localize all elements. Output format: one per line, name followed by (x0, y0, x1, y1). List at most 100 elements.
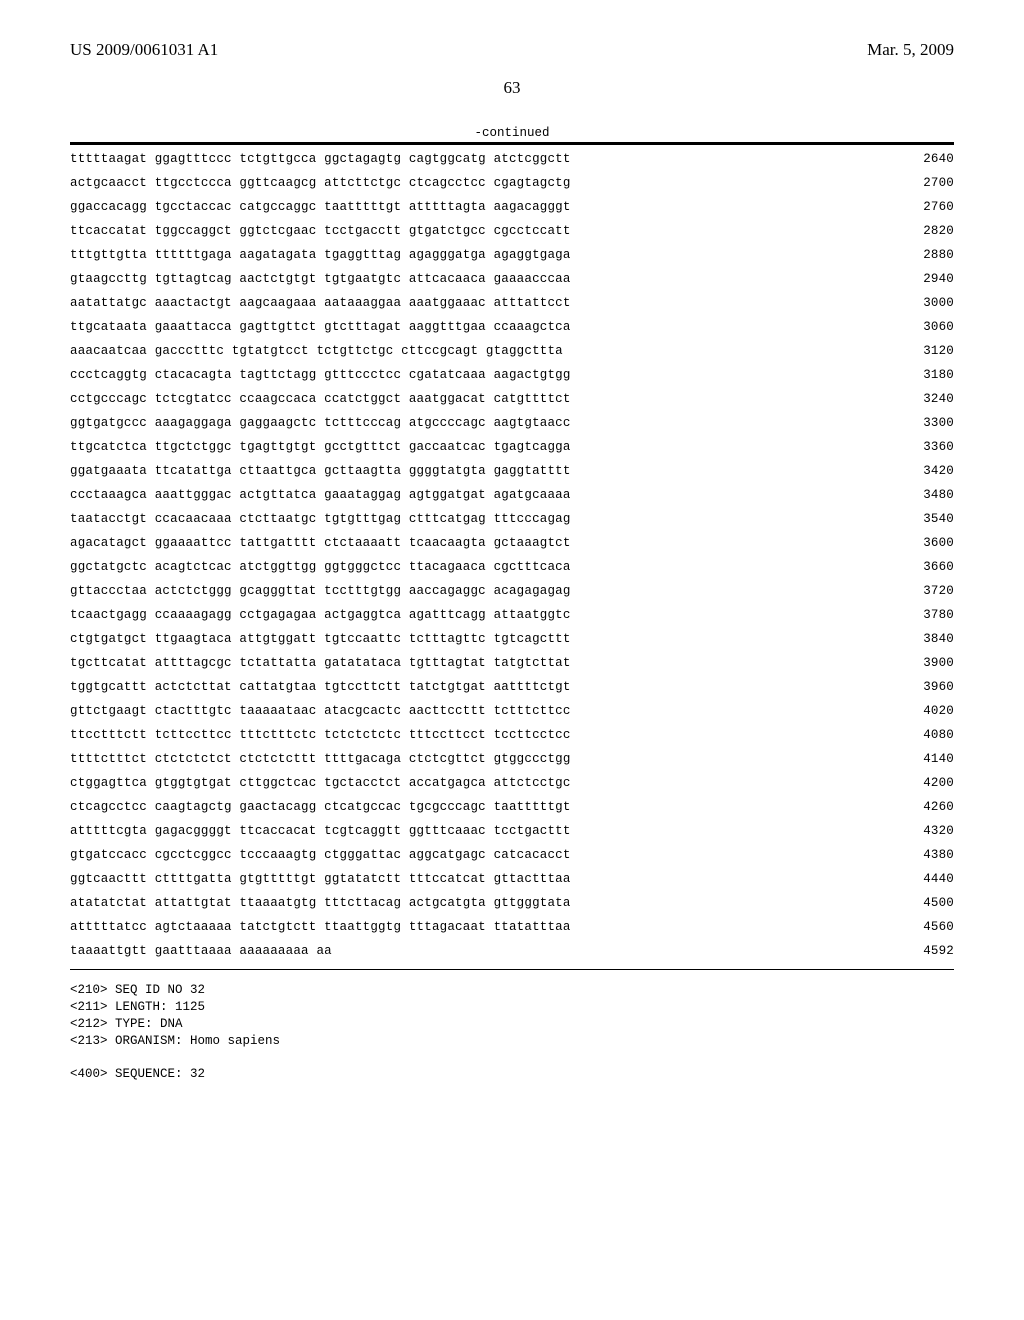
sequence-position: 4140 (874, 753, 954, 766)
sequence-row: ccctaaagca aaattgggac actgttatca gaaatag… (70, 489, 954, 502)
sequence-text: gttctgaagt ctactttgtc taaaaataac atacgca… (70, 705, 571, 718)
page-header: US 2009/0061031 A1 Mar. 5, 2009 (70, 40, 954, 60)
sequence-text: ggctatgctc acagtctcac atctggttgg ggtgggc… (70, 561, 571, 574)
sequence-row: aatattatgc aaactactgt aagcaagaaa aataaag… (70, 297, 954, 310)
sequence-position: 4020 (874, 705, 954, 718)
sequence-text: ctggagttca gtggtgtgat cttggctcac tgctacc… (70, 777, 571, 790)
sequence-text: ctcagcctcc caagtagctg gaactacagg ctcatgc… (70, 801, 571, 814)
sequence-row: ttttctttct ctctctctct ctctctcttt ttttgac… (70, 753, 954, 766)
sequence-text: aaacaatcaa gaccctttc tgtatgtcct tctgttct… (70, 345, 563, 358)
sequence-text: agacatagct ggaaaattcc tattgatttt ctctaaa… (70, 537, 571, 550)
sequence-text: ctgtgatgct ttgaagtaca attgtggatt tgtccaa… (70, 633, 571, 646)
sequence-position: 3660 (874, 561, 954, 574)
sequence-position: 4320 (874, 825, 954, 838)
sequence-position: 3840 (874, 633, 954, 646)
sequence-row: tgcttcatat attttagcgc tctattatta gatatat… (70, 657, 954, 670)
sequence-text: ttgcataata gaaattacca gagttgttct gtcttta… (70, 321, 571, 334)
sequence-text: aatattatgc aaactactgt aagcaagaaa aataaag… (70, 297, 571, 310)
sequence-position: 4200 (874, 777, 954, 790)
sequence-row: taatacctgt ccacaacaaa ctcttaatgc tgtgttt… (70, 513, 954, 526)
sequence-position: 2820 (874, 225, 954, 238)
sequence-position: 3060 (874, 321, 954, 334)
sequence-position: 4500 (874, 897, 954, 910)
sequence-row: ttcctttctt tcttccttcc tttctttctc tctctct… (70, 729, 954, 742)
sequence-position: 3960 (874, 681, 954, 694)
sequence-position: 3000 (874, 297, 954, 310)
sequence-text: tcaactgagg ccaaaagagg cctgagagaa actgagg… (70, 609, 571, 622)
sequence-row: gttaccctaa actctctggg gcagggttat tcctttg… (70, 585, 954, 598)
sequence-text: tttttaagat ggagtttccc tctgttgcca ggctaga… (70, 153, 571, 166)
sequence-text: gttaccctaa actctctggg gcagggttat tcctttg… (70, 585, 571, 598)
publication-number: US 2009/0061031 A1 (70, 40, 218, 60)
sequence-text: tggtgcattt actctcttat cattatgtaa tgtcctt… (70, 681, 571, 694)
sequence-position: 4592 (874, 945, 954, 958)
publication-date: Mar. 5, 2009 (867, 40, 954, 60)
sequence-position: 4380 (874, 849, 954, 862)
sequence-text: gtaagccttg tgttagtcag aactctgtgt tgtgaat… (70, 273, 571, 286)
sequence-row: ccctcaggtg ctacacagta tagttctagg gtttccc… (70, 369, 954, 382)
sequence-text: ttttctttct ctctctctct ctctctcttt ttttgac… (70, 753, 571, 766)
sequence-row: tggtgcattt actctcttat cattatgtaa tgtcctt… (70, 681, 954, 694)
top-rule (70, 142, 954, 145)
sequence-position: 3240 (874, 393, 954, 406)
sequence-position: 3360 (874, 441, 954, 454)
sequence-row: ggtcaacttt cttttgatta gtgtttttgt ggtatat… (70, 873, 954, 886)
sequence-text: taatacctgt ccacaacaaa ctcttaatgc tgtgttt… (70, 513, 571, 526)
sequence-position: 4080 (874, 729, 954, 742)
sequence-position: 4260 (874, 801, 954, 814)
sequence-listing: tttttaagat ggagtttccc tctgttgcca ggctaga… (70, 153, 954, 958)
sequence-position: 2640 (874, 153, 954, 166)
sequence-text: atatatctat attattgtat ttaaaatgtg tttctta… (70, 897, 571, 910)
sequence-row: ctggagttca gtggtgtgat cttggctcac tgctacc… (70, 777, 954, 790)
sequence-row: atttttcgta gagacggggt ttcaccacat tcgtcag… (70, 825, 954, 838)
sequence-position: 3480 (874, 489, 954, 502)
sequence-position: 3420 (874, 465, 954, 478)
sequence-text: cctgcccagc tctcgtatcc ccaagccaca ccatctg… (70, 393, 571, 406)
sequence-row: ggtgatgccc aaagaggaga gaggaagctc tctttcc… (70, 417, 954, 430)
sequence-position: 2760 (874, 201, 954, 214)
sequence-text: taaaattgtt gaatttaaaa aaaaaaaaa aa (70, 945, 332, 958)
sequence-text: atttttatcc agtctaaaaa tatctgtctt ttaattg… (70, 921, 571, 934)
sequence-row: ctcagcctcc caagtagctg gaactacagg ctcatgc… (70, 801, 954, 814)
sequence-row: cctgcccagc tctcgtatcc ccaagccaca ccatctg… (70, 393, 954, 406)
sequence-row: agacatagct ggaaaattcc tattgatttt ctctaaa… (70, 537, 954, 550)
page-container: US 2009/0061031 A1 Mar. 5, 2009 63 -cont… (0, 0, 1024, 1123)
sequence-position: 4560 (874, 921, 954, 934)
sequence-text: ttgcatctca ttgctctggc tgagttgtgt gcctgtt… (70, 441, 571, 454)
sequence-text: tgcttcatat attttagcgc tctattatta gatatat… (70, 657, 571, 670)
sequence-text: ggtgatgccc aaagaggaga gaggaagctc tctttcc… (70, 417, 571, 430)
sequence-row: gtgatccacc cgcctcggcc tcccaaagtg ctgggat… (70, 849, 954, 862)
sequence-row: ttcaccatat tggccaggct ggtctcgaac tcctgac… (70, 225, 954, 238)
continued-label: -continued (70, 126, 954, 140)
sequence-row: atatatctat attattgtat ttaaaatgtg tttctta… (70, 897, 954, 910)
page-number: 63 (70, 78, 954, 98)
sequence-text: ccctaaagca aaattgggac actgttatca gaaatag… (70, 489, 571, 502)
sequence-row: tcaactgagg ccaaaagagg cctgagagaa actgagg… (70, 609, 954, 622)
bottom-rule (70, 969, 954, 970)
sequence-position: 3300 (874, 417, 954, 430)
sequence-text: ttcctttctt tcttccttcc tttctttctc tctctct… (70, 729, 571, 742)
sequence-row: ggatgaaata ttcatattga cttaattgca gcttaag… (70, 465, 954, 478)
sequence-row: aaacaatcaa gaccctttc tgtatgtcct tctgttct… (70, 345, 954, 358)
sequence-position: 2940 (874, 273, 954, 286)
sequence-position: 3780 (874, 609, 954, 622)
sequence-position: 3900 (874, 657, 954, 670)
sequence-row: taaaattgtt gaatttaaaa aaaaaaaaa aa 4592 (70, 945, 954, 958)
sequence-row: gtaagccttg tgttagtcag aactctgtgt tgtgaat… (70, 273, 954, 286)
sequence-text: atttttcgta gagacggggt ttcaccacat tcgtcag… (70, 825, 571, 838)
sequence-text: ggtcaacttt cttttgatta gtgtttttgt ggtatat… (70, 873, 571, 886)
sequence-text: gtgatccacc cgcctcggcc tcccaaagtg ctgggat… (70, 849, 571, 862)
sequence-row: tttgttgtta ttttttgaga aagatagata tgaggtt… (70, 249, 954, 262)
sequence-text: tttgttgtta ttttttgaga aagatagata tgaggtt… (70, 249, 571, 262)
sequence-position: 2880 (874, 249, 954, 262)
sequence-text: ttcaccatat tggccaggct ggtctcgaac tcctgac… (70, 225, 571, 238)
sequence-position: 3600 (874, 537, 954, 550)
sequence-row: atttttatcc agtctaaaaa tatctgtctt ttaattg… (70, 921, 954, 934)
sequence-row: ggctatgctc acagtctcac atctggttgg ggtgggc… (70, 561, 954, 574)
sequence-text: ggaccacagg tgcctaccac catgccaggc taatttt… (70, 201, 571, 214)
sequence-text: actgcaacct ttgcctccca ggttcaagcg attcttc… (70, 177, 571, 190)
sequence-position: 3120 (874, 345, 954, 358)
sequence-row: actgcaacct ttgcctccca ggttcaagcg attcttc… (70, 177, 954, 190)
sequence-text: ggatgaaata ttcatattga cttaattgca gcttaag… (70, 465, 571, 478)
sequence-row: ggaccacagg tgcctaccac catgccaggc taatttt… (70, 201, 954, 214)
